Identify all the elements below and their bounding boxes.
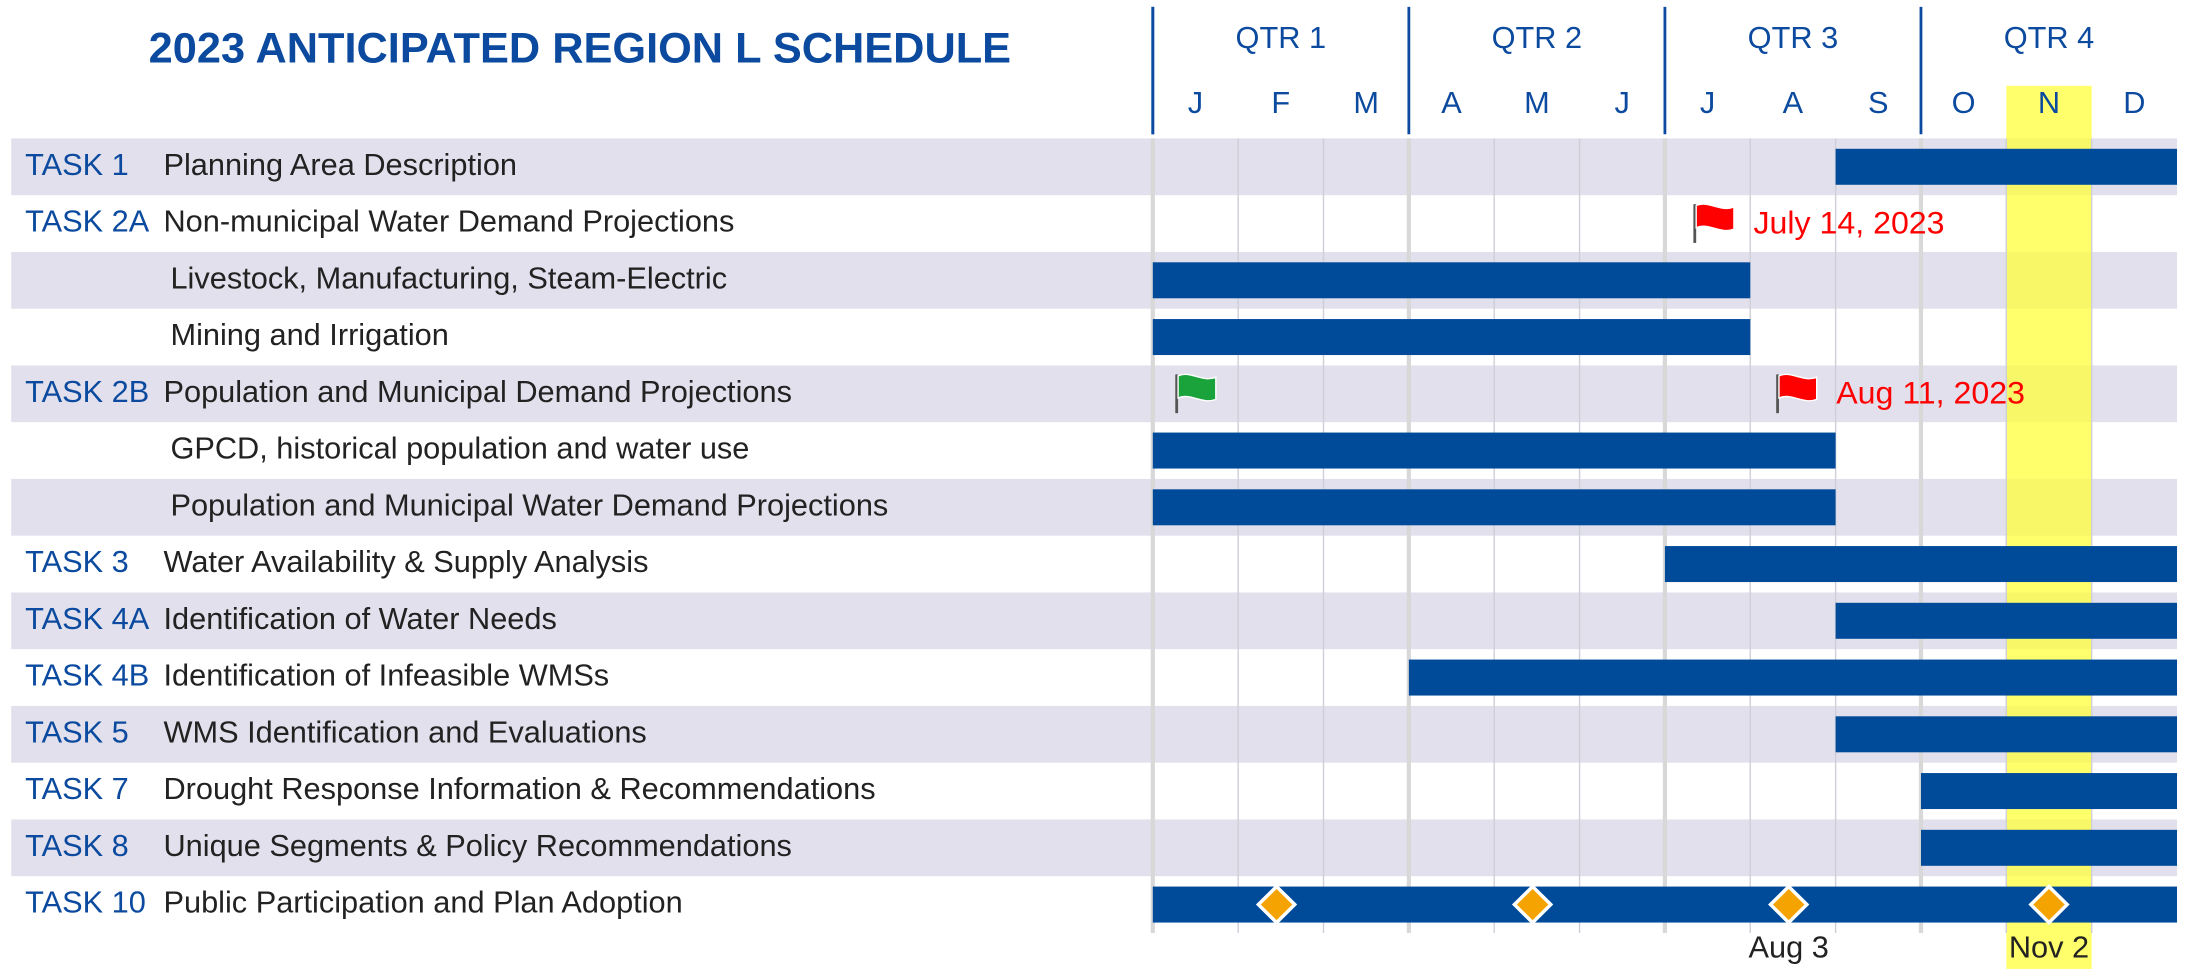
task-bar [1152, 432, 1836, 469]
month-label: S [1868, 86, 1889, 120]
task-id: TASK 2A [25, 205, 150, 239]
task-name: Identification of Water Needs [163, 602, 556, 636]
month-label: J [1700, 86, 1715, 120]
task-id: TASK 5 [25, 715, 129, 749]
row-band [11, 705, 2178, 763]
title: 2023 ANTICIPATED REGION L SCHEDULE [149, 25, 1011, 73]
task-bar [1408, 659, 2178, 696]
task-name: Livestock, Manufacturing, Steam-Electric [170, 261, 727, 295]
task-bar [1920, 829, 2178, 866]
milestone [1255, 884, 1298, 926]
task-bar [1152, 886, 2178, 923]
milestone-label: Aug 3 [1749, 931, 1829, 965]
task-id: TASK 8 [25, 829, 129, 863]
task-id: TASK 3 [25, 545, 129, 579]
task-bar [1152, 489, 1836, 526]
task-id: TASK 7 [25, 772, 129, 806]
flag [1695, 203, 1735, 232]
task-bar [1152, 262, 1751, 299]
row-band [11, 592, 2178, 650]
milestone [1768, 884, 1810, 926]
month-label: J [1615, 86, 1630, 120]
task-id: TASK 4A [25, 602, 150, 636]
row-band [11, 138, 2178, 196]
month-label: F [1271, 86, 1290, 120]
task-name: Water Availability & Supply Analysis [163, 545, 648, 579]
milestone [2028, 884, 2070, 926]
quarter-label: QTR 2 [1492, 21, 1582, 55]
row-band [11, 251, 2178, 309]
task-id: TASK 1 [25, 148, 129, 182]
month-label: N [2038, 86, 2060, 120]
month-label: M [1353, 86, 1379, 120]
milestone-label: Nov 2 [2009, 931, 2089, 965]
month-label: A [1441, 86, 1462, 120]
task-name: Planning Area Description [163, 148, 517, 182]
task-bar [1835, 148, 2178, 185]
layer-top: TASK 1 Planning Area Description TASK 2A No… [25, 21, 2145, 964]
row-band [11, 819, 2178, 877]
task-name: Non-municipal Water Demand Projections [163, 205, 734, 239]
highlight [2006, 85, 2092, 969]
task-bar [1152, 319, 1751, 356]
task-bar [1920, 773, 2178, 810]
flag [1177, 373, 1217, 402]
layer-hl [2006, 85, 2092, 969]
task-name: Drought Response Information & Recommend… [163, 772, 875, 806]
task-id: TASK 4B [25, 659, 149, 693]
task-name: Identification of Infeasible WMSs [163, 659, 609, 693]
task-id: TASK 10 [25, 886, 146, 920]
task-name: Mining and Irrigation [170, 318, 448, 352]
month-label: A [1783, 86, 1804, 120]
task-name: Population and Municipal Water Demand Pr… [170, 488, 888, 522]
task-bar [1835, 716, 2178, 753]
task-id: TASK 2B [25, 375, 149, 409]
month-label: D [2123, 86, 2145, 120]
month-label: J [1188, 86, 1203, 120]
task-name: Population and Municipal Demand Projecti… [163, 375, 791, 409]
milestone [1511, 884, 1554, 926]
layer-bg [11, 138, 2178, 877]
task-bar [1664, 546, 2178, 583]
task-name: GPCD, historical population and water us… [170, 432, 749, 466]
layer-marks [1152, 148, 2178, 926]
task-name: WMS Identification and Evaluations [163, 715, 646, 749]
flag [1778, 373, 1818, 402]
month-label: M [1524, 86, 1550, 120]
task-bar [1835, 602, 2178, 639]
flag-label: Aug 11, 2023 [1836, 375, 2025, 411]
quarter-label: QTR 4 [2004, 21, 2094, 55]
task-name: Unique Segments & Policy Recommendations [163, 829, 791, 863]
flag-label: July 14, 2023 [1753, 204, 1944, 240]
quarter-label: QTR 1 [1236, 21, 1326, 55]
quarter-label: QTR 3 [1748, 21, 1838, 55]
month-label: O [1952, 86, 1976, 120]
task-name: Public Participation and Plan Adoption [163, 886, 682, 920]
